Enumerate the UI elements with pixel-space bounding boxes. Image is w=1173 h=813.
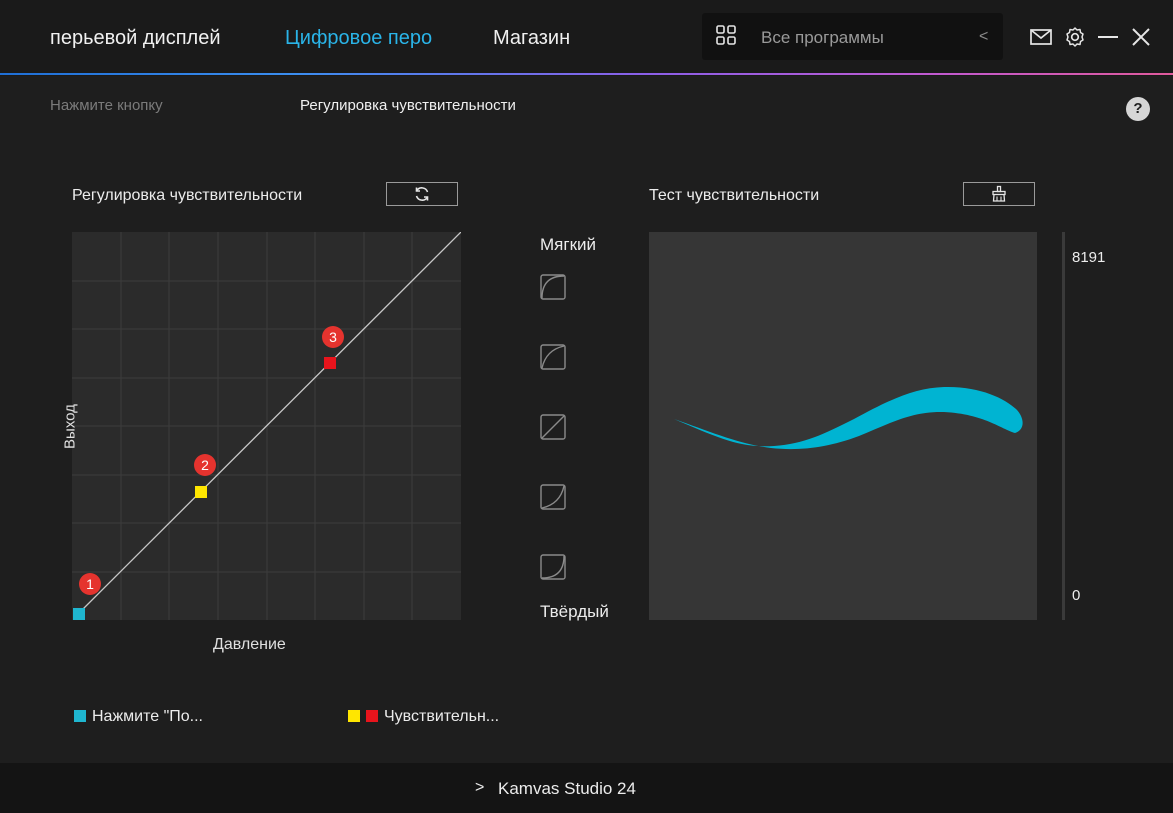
point-badge-2: 2	[194, 454, 216, 476]
sensitivity-curve-line	[78, 232, 461, 614]
tab-store[interactable]: Магазин	[493, 27, 571, 49]
pressure-min-label: 0	[1072, 587, 1081, 604]
curve-grid	[72, 232, 461, 620]
legend-item-press: Нажмите "По...	[74, 708, 203, 726]
reset-curve-button[interactable]	[386, 182, 458, 206]
preset-soft-icon[interactable]	[540, 274, 566, 300]
legend-label-sensitivity: Чувствительн...	[384, 708, 500, 725]
x-axis-label: Давление	[213, 636, 286, 653]
control-point-3[interactable]	[324, 357, 336, 369]
legend-label-press: Нажмите "По...	[92, 708, 203, 725]
y-axis-label: Выход	[61, 404, 79, 449]
header-divider	[0, 73, 1173, 75]
preset-hard-label: Твёрдый	[540, 602, 609, 621]
tab-digital-pen[interactable]: Цифровое перо	[285, 27, 433, 49]
legend-item-sensitivity: Чувствительн...	[348, 708, 499, 726]
sensitivity-title: Регулировка чувствительности	[72, 187, 303, 204]
header: перьевой дисплей Цифровое перо Магазин В…	[0, 0, 1173, 76]
minimize-icon[interactable]	[1096, 25, 1120, 49]
legend-swatch-cyan	[74, 710, 86, 722]
preset-soft-label: Мягкий	[540, 235, 596, 254]
device-selector-footer[interactable]: > Kamvas Studio 24	[0, 763, 1173, 813]
preset-linear-icon[interactable]	[540, 414, 566, 440]
grid-icon	[716, 25, 736, 45]
preset-medium-soft-icon[interactable]	[540, 344, 566, 370]
clear-test-button[interactable]	[963, 182, 1035, 206]
program-selector-label: Все программы	[761, 28, 884, 47]
legend-swatch-yellow	[348, 710, 360, 722]
control-point-2[interactable]	[195, 486, 207, 498]
pressure-max-label: 8191	[1072, 249, 1106, 266]
tab-pen-display[interactable]: перьевой дисплей	[50, 27, 221, 49]
help-button[interactable]: ?	[1126, 97, 1150, 121]
sensitivity-curve-graph[interactable]	[72, 232, 461, 620]
subtab-press-button[interactable]: Нажмите кнопку	[50, 97, 163, 114]
preset-medium-hard-icon[interactable]	[540, 484, 566, 510]
gear-icon[interactable]	[1063, 25, 1087, 49]
clear-icon	[992, 185, 1006, 202]
subtab-sensitivity[interactable]: Регулировка чувствительности	[300, 97, 516, 114]
preset-hard-icon[interactable]	[540, 554, 566, 580]
close-icon[interactable]	[1129, 25, 1153, 49]
refresh-icon	[415, 187, 429, 201]
device-name: Kamvas Studio 24	[498, 779, 636, 798]
chevron-left-icon[interactable]: <	[979, 28, 989, 45]
mail-icon[interactable]	[1029, 25, 1053, 49]
pressure-test-canvas[interactable]	[649, 232, 1037, 620]
program-selector[interactable]: Все программы <	[702, 13, 1003, 60]
control-point-1[interactable]	[73, 608, 85, 620]
point-badge-1: 1	[79, 573, 101, 595]
legend-swatch-red	[366, 710, 378, 722]
point-badge-3: 3	[322, 326, 344, 348]
test-stroke	[674, 386, 1023, 450]
chevron-right-icon: >	[475, 779, 485, 796]
test-title: Тест чувствительности	[649, 187, 820, 204]
pressure-level-bar	[1062, 232, 1065, 620]
